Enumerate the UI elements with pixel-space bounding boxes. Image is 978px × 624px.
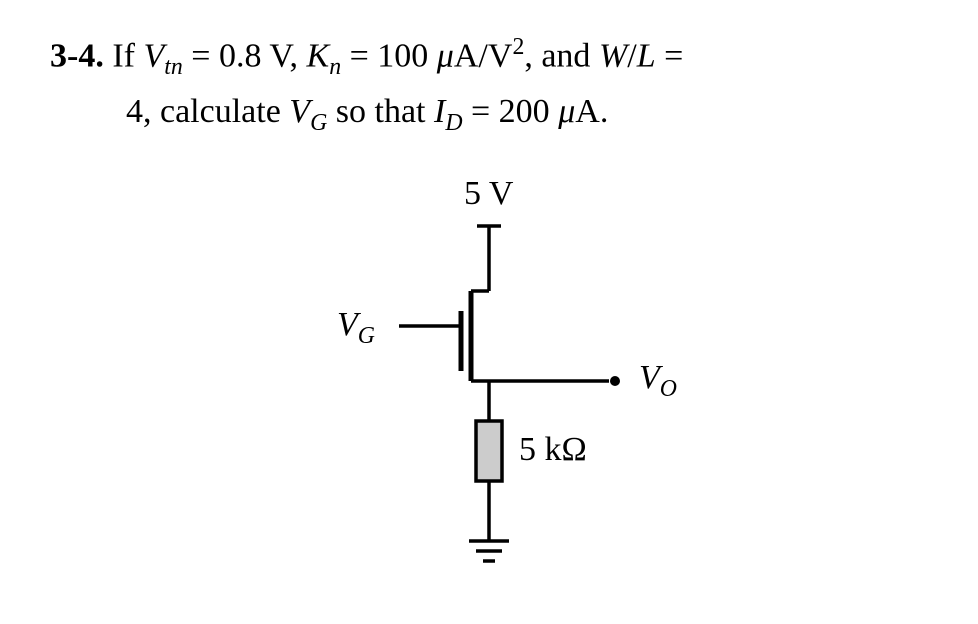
vg-var: V [289, 93, 310, 130]
kn-sub: n [329, 54, 341, 80]
gate-voltage-label: VG [337, 306, 375, 350]
id-unit: A. [575, 93, 608, 130]
id-var: I [434, 93, 445, 130]
kn-var: K [307, 37, 330, 74]
line2-mid: so that [327, 93, 434, 130]
problem-statement: 3-4. If Vtn = 0.8 V, Kn = 100 μA/V2, and… [50, 30, 928, 141]
line2-prefix: 4, calculate [126, 93, 289, 130]
supply-voltage-label: 5 V [464, 175, 513, 213]
wl-slash: / [627, 37, 636, 74]
text-if: If [112, 37, 143, 74]
vtn-val: = 0.8 V, [183, 37, 307, 74]
vg-sub: G [310, 110, 327, 136]
text-and: , and [524, 37, 599, 74]
kn-sup: 2 [512, 34, 524, 60]
id-sub: D [445, 110, 462, 136]
resistor-value-label: 5 kΩ [519, 431, 587, 469]
l-var: L [637, 37, 656, 74]
vtn-sub: tn [164, 54, 183, 80]
kn-val: = 100 [341, 37, 437, 74]
wl-eq: = [656, 37, 684, 74]
circuit-diagram: 5 V VG VO 5 kΩ [239, 171, 739, 591]
problem-number: 3-4. [50, 37, 104, 74]
kn-mu: μ [437, 37, 454, 74]
id-val: = 200 [463, 93, 559, 130]
id-mu: μ [558, 93, 575, 130]
output-voltage-label: VO [639, 359, 677, 403]
kn-unit: A/V [454, 37, 513, 74]
w-var: W [599, 37, 627, 74]
vtn-var: V [143, 37, 164, 74]
